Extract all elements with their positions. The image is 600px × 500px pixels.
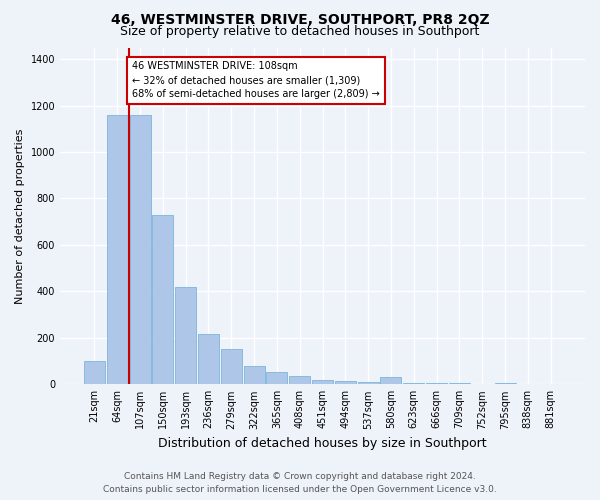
Bar — [380, 378, 401, 384]
Bar — [449, 383, 470, 384]
Bar — [107, 115, 128, 384]
Bar — [335, 381, 356, 384]
Bar — [221, 350, 242, 384]
Text: Contains HM Land Registry data © Crown copyright and database right 2024.
Contai: Contains HM Land Registry data © Crown c… — [103, 472, 497, 494]
Bar — [175, 286, 196, 384]
X-axis label: Distribution of detached houses by size in Southport: Distribution of detached houses by size … — [158, 437, 487, 450]
Bar — [130, 115, 151, 384]
Y-axis label: Number of detached properties: Number of detached properties — [15, 128, 25, 304]
Bar — [312, 380, 333, 384]
Text: Size of property relative to detached houses in Southport: Size of property relative to detached ho… — [121, 25, 479, 38]
Bar — [244, 366, 265, 384]
Bar — [403, 383, 424, 384]
Bar — [84, 361, 105, 384]
Bar — [266, 372, 287, 384]
Bar — [494, 383, 515, 384]
Text: 46, WESTMINSTER DRIVE, SOUTHPORT, PR8 2QZ: 46, WESTMINSTER DRIVE, SOUTHPORT, PR8 2Q… — [110, 12, 490, 26]
Text: 46 WESTMINSTER DRIVE: 108sqm
← 32% of detached houses are smaller (1,309)
68% of: 46 WESTMINSTER DRIVE: 108sqm ← 32% of de… — [132, 62, 380, 100]
Bar — [198, 334, 219, 384]
Bar — [289, 376, 310, 384]
Bar — [152, 214, 173, 384]
Bar — [358, 382, 379, 384]
Bar — [426, 383, 447, 384]
